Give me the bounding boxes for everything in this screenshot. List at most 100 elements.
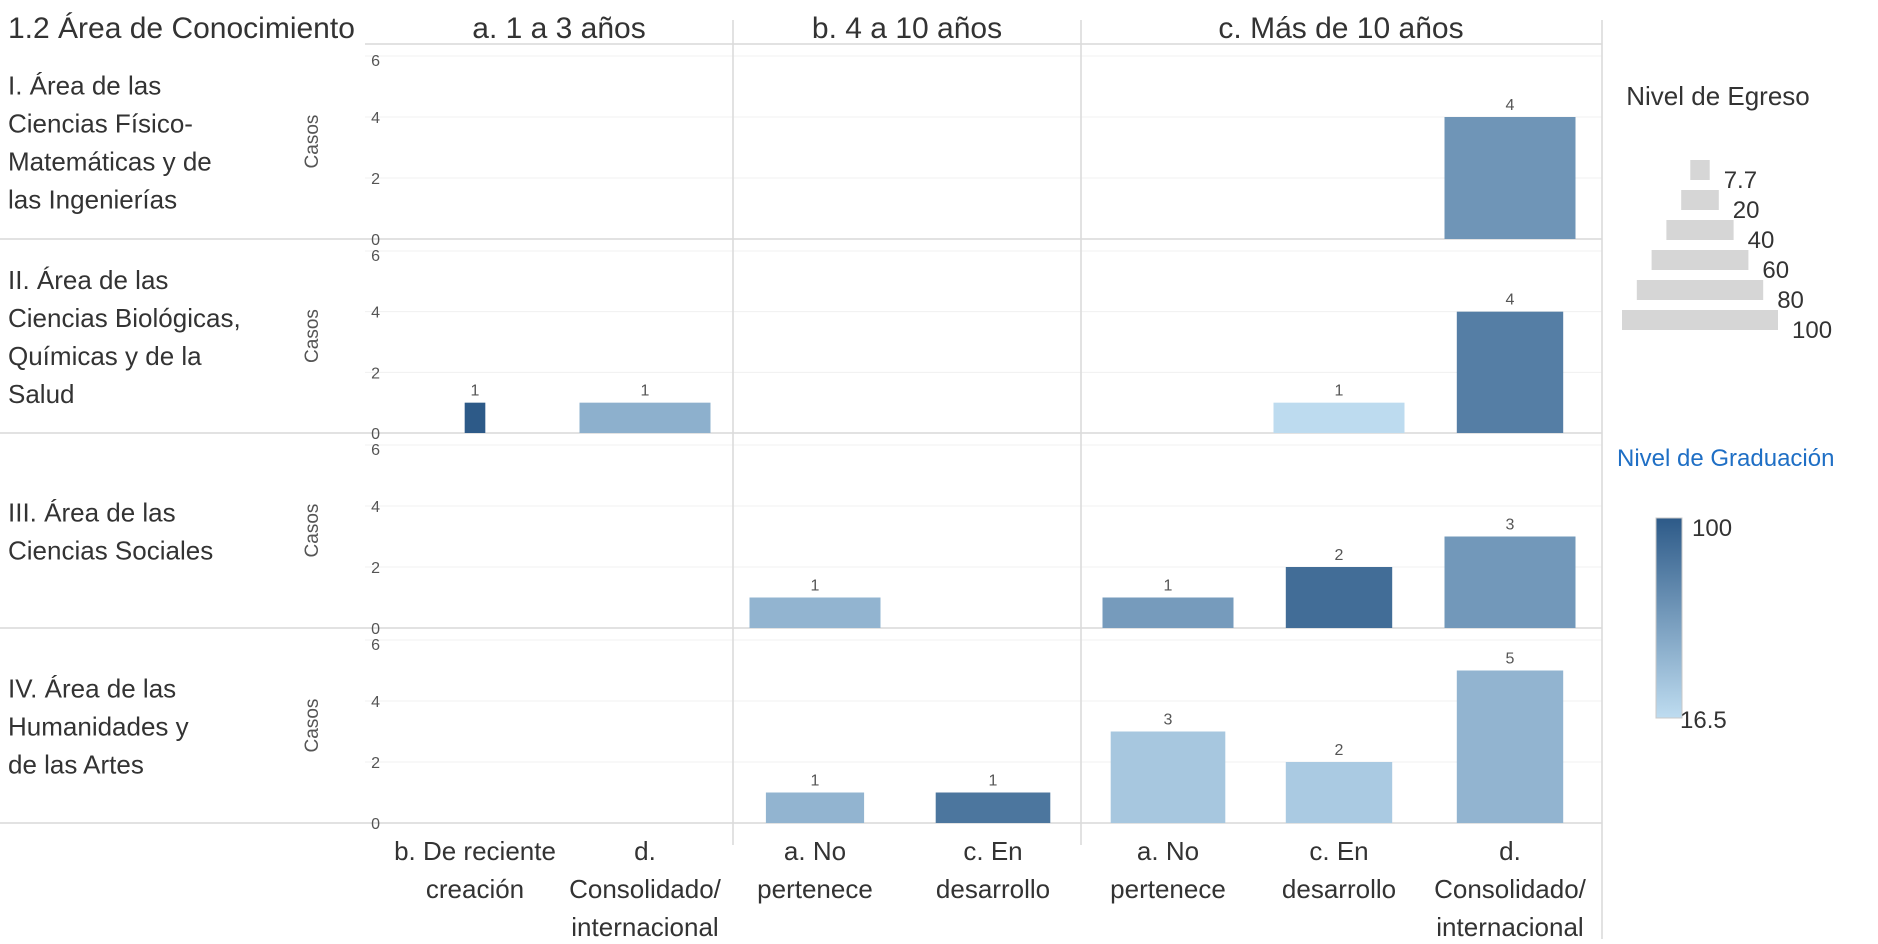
y-tick-label: 4 — [371, 499, 380, 516]
bar-value-label: 4 — [1506, 292, 1515, 309]
bar — [749, 597, 881, 628]
y-tick-label: 0 — [371, 816, 380, 833]
x-category-label: d. — [634, 836, 656, 866]
y-tick-label: 0 — [371, 232, 380, 249]
bar-value-label: 1 — [471, 383, 480, 400]
x-category-label: b. De reciente — [394, 836, 556, 866]
x-category-label: a. No — [784, 836, 846, 866]
y-tick-label: 0 — [371, 621, 380, 638]
bar — [1285, 762, 1393, 823]
size-legend-bar — [1636, 280, 1764, 300]
size-legend-bar — [1666, 220, 1734, 240]
y-axis-label: Casos — [302, 699, 323, 753]
y-tick-label: 2 — [371, 560, 380, 577]
bar-value-label: 5 — [1506, 651, 1515, 668]
bar — [1456, 311, 1564, 433]
y-tick-label: 2 — [371, 171, 380, 188]
size-legend-title: Nivel de Egreso — [1626, 81, 1810, 111]
y-tick-label: 2 — [371, 755, 380, 772]
x-category-label: d. — [1499, 836, 1521, 866]
bar — [1444, 117, 1576, 239]
y-tick-label: 2 — [371, 365, 380, 382]
row-group-label: Ciencias Biológicas, — [8, 303, 241, 333]
color-legend-max-label: 100 — [1692, 515, 1732, 542]
bar — [579, 402, 711, 433]
x-category-label: internacional — [1436, 912, 1583, 939]
y-tick-label: 6 — [371, 637, 380, 654]
row-group-label: Ciencias Físico- — [8, 109, 193, 139]
column-group-header: a. 1 a 3 años — [472, 12, 645, 45]
row-group-label: las Ingenierías — [8, 185, 177, 215]
bar-value-label: 1 — [641, 383, 650, 400]
row-group-label: IV. Área de las — [8, 674, 176, 704]
row-group-label: Ciencias Sociales — [8, 536, 213, 566]
color-legend-ramp — [1655, 517, 1683, 719]
bar — [765, 792, 865, 823]
bar — [1456, 670, 1564, 823]
y-axis-label: Casos — [302, 504, 323, 558]
row-group-label: III. Área de las — [8, 498, 176, 528]
row-group-label: I. Área de las — [8, 71, 161, 101]
bar-value-label: 2 — [1335, 742, 1344, 759]
bar — [464, 402, 486, 433]
bar-value-label: 1 — [811, 578, 820, 595]
y-tick-label: 6 — [371, 248, 380, 265]
y-axis-label: Casos — [302, 309, 323, 363]
bar-value-label: 3 — [1164, 712, 1173, 729]
row-group-label: II. Área de las — [8, 265, 168, 295]
chart-title: 1.2 Área de Conocimiento — [8, 12, 355, 45]
row-group-label: de las Artes — [8, 750, 144, 780]
bar-value-label: 3 — [1506, 517, 1515, 534]
size-legend-bar — [1681, 190, 1719, 210]
bar — [1102, 597, 1234, 628]
x-category-label: desarrollo — [1282, 874, 1396, 904]
x-category-label: desarrollo — [936, 874, 1050, 904]
x-category-label: creación — [426, 874, 524, 904]
size-legend-value: 100 — [1792, 317, 1832, 344]
y-tick-label: 6 — [371, 442, 380, 459]
row-group-label: Salud — [8, 379, 75, 409]
bar-value-label: 1 — [1164, 578, 1173, 595]
bar-value-label: 4 — [1506, 97, 1515, 114]
bar — [935, 792, 1051, 823]
bar-value-label: 2 — [1335, 547, 1344, 564]
size-legend-bar — [1622, 310, 1778, 330]
size-legend-value: 80 — [1777, 287, 1804, 314]
x-category-label: Consolidado/ — [569, 874, 722, 904]
size-legend-bar — [1690, 160, 1710, 180]
size-legend-value: 60 — [1762, 257, 1789, 284]
x-category-label: a. No — [1137, 836, 1199, 866]
x-category-label: Consolidado/ — [1434, 874, 1587, 904]
bar — [1285, 567, 1393, 628]
bar — [1273, 402, 1405, 433]
bar — [1444, 536, 1576, 628]
bar-value-label: 1 — [811, 773, 820, 790]
column-group-header: b. 4 a 10 años — [812, 12, 1002, 45]
size-legend-value: 40 — [1748, 227, 1775, 254]
bar — [1110, 731, 1226, 823]
row-group-label: Matemáticas y de — [8, 147, 212, 177]
x-category-label: c. En — [963, 836, 1022, 866]
y-tick-label: 6 — [371, 53, 380, 70]
color-legend-min-label: 16.5 — [1680, 707, 1727, 734]
size-legend-bar — [1651, 250, 1749, 270]
x-category-label: pertenece — [1110, 874, 1226, 904]
size-legend-value: 7.7 — [1724, 167, 1757, 194]
bar-value-label: 1 — [989, 773, 998, 790]
bar-value-label: 1 — [1335, 383, 1344, 400]
row-group-label: Químicas y de la — [8, 341, 202, 371]
size-legend-value: 20 — [1733, 197, 1760, 224]
x-category-label: pertenece — [757, 874, 873, 904]
y-tick-label: 0 — [371, 426, 380, 443]
row-group-label: Humanidades y — [8, 712, 189, 742]
column-group-header: c. Más de 10 años — [1218, 12, 1463, 45]
y-tick-label: 4 — [371, 110, 380, 127]
color-legend-title: Nivel de Graduación — [1617, 445, 1834, 472]
y-axis-label: Casos — [302, 115, 323, 169]
y-tick-label: 4 — [371, 305, 380, 322]
x-category-label: internacional — [571, 912, 718, 939]
x-category-label: c. En — [1309, 836, 1368, 866]
y-tick-label: 4 — [371, 694, 380, 711]
